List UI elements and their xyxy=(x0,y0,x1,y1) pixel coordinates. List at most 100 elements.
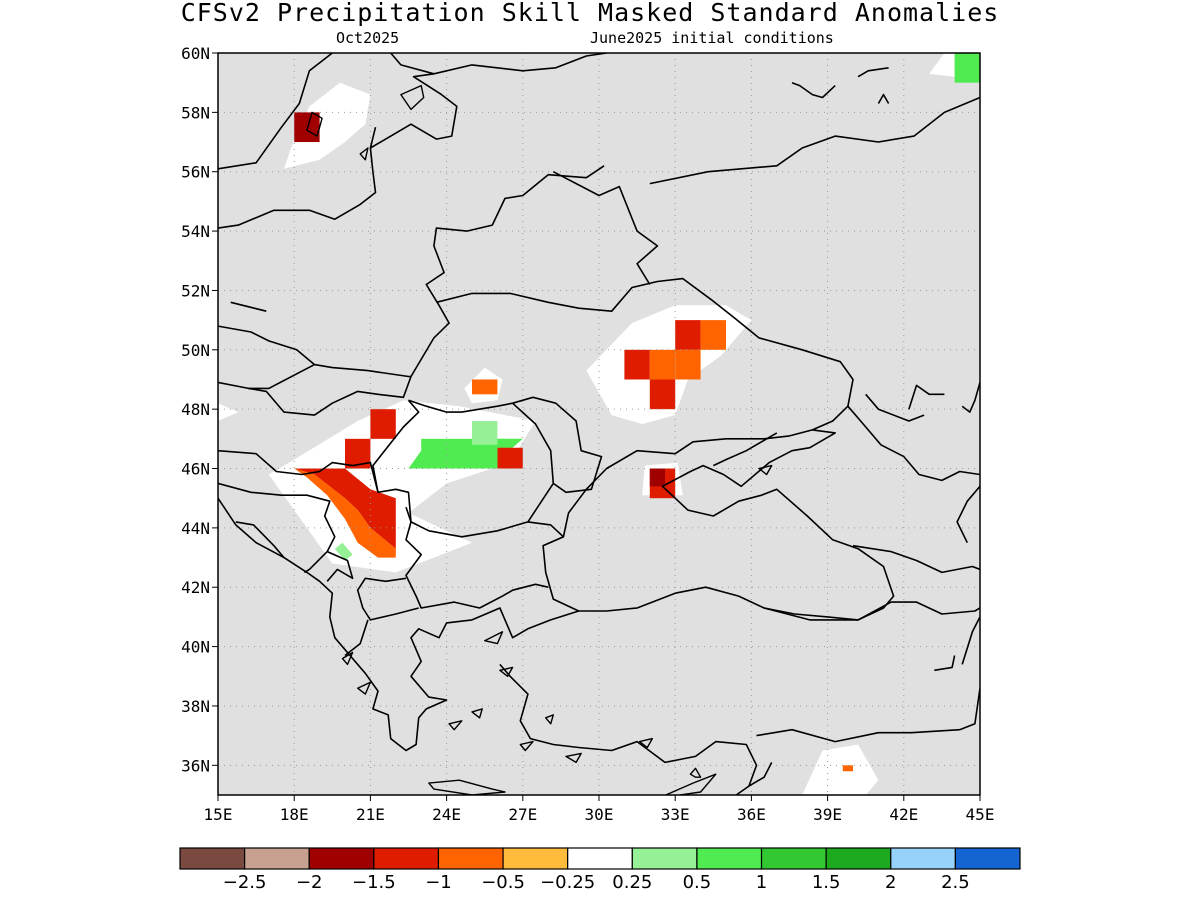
anomaly-cell xyxy=(954,53,980,83)
coastline xyxy=(436,277,854,431)
island-outline xyxy=(359,147,369,161)
lon-tick-label: 21E xyxy=(356,805,385,824)
coastline xyxy=(372,399,554,538)
coastline xyxy=(390,53,607,75)
colorbar-label: 1 xyxy=(756,872,767,893)
colorbar-label: 1.5 xyxy=(812,872,841,893)
island-outline xyxy=(471,708,483,719)
coastline xyxy=(230,301,267,312)
island-outline xyxy=(428,779,506,795)
coastline xyxy=(218,497,579,752)
lon-tick-label: 15E xyxy=(204,805,233,824)
colorbar-label: 0.25 xyxy=(612,872,652,893)
lat-tick-label: 60N xyxy=(181,44,210,63)
island-outline xyxy=(341,651,354,666)
anomaly-cell xyxy=(624,349,650,380)
colorbar-swatch xyxy=(308,847,375,870)
colorbar-label: −0.25 xyxy=(540,872,595,893)
axis-ticks: 15E 18E 21E 24E 27E 30E 33E 36E 39E 42E 45E 36N 38N 4… xyxy=(181,44,994,824)
forecast-month: Oct2025 xyxy=(336,29,400,47)
coastline xyxy=(852,544,980,574)
anomaly-cell xyxy=(497,447,523,469)
lat-tick-label: 52N xyxy=(181,281,210,300)
colorbar-label: −0.5 xyxy=(481,872,525,893)
island-outline xyxy=(484,631,504,645)
colorbar-swatch xyxy=(502,847,569,870)
coastline xyxy=(961,382,980,413)
colorbar-label: 0.5 xyxy=(683,872,712,893)
coastline xyxy=(934,655,956,672)
coastline xyxy=(748,762,773,787)
lat-tick-label: 58N xyxy=(181,103,210,122)
island-outline xyxy=(758,464,773,476)
lat-tick-label: 38N xyxy=(181,697,210,716)
anomaly-cell xyxy=(649,349,676,380)
island-outline xyxy=(448,720,463,731)
lat-tick-label: 56N xyxy=(181,163,210,182)
coastline xyxy=(877,93,890,104)
colorbar-swatch xyxy=(179,847,246,870)
coastline xyxy=(756,688,980,743)
coastline xyxy=(763,601,980,621)
coastline xyxy=(235,521,285,559)
lon-tick-label: 33E xyxy=(661,805,690,824)
lon-tick-label: 36E xyxy=(737,805,766,824)
coastline xyxy=(961,616,980,665)
coastline xyxy=(326,550,354,582)
lon-tick-label: 45E xyxy=(966,805,995,824)
colorbar-swatch xyxy=(567,847,633,870)
no-signal-region xyxy=(218,403,239,421)
coastline xyxy=(499,663,758,795)
no-signal-region xyxy=(802,744,879,795)
colorbar-swatch xyxy=(760,847,827,870)
colorbar-swatch xyxy=(696,847,763,870)
coastline xyxy=(527,521,565,547)
colorbar-swatch xyxy=(890,847,956,870)
lat-tick-label: 36N xyxy=(181,756,210,775)
colorbar-label: −2 xyxy=(296,872,323,893)
colorbar-swatch xyxy=(954,847,1021,870)
colorbar-swatch xyxy=(825,847,892,870)
anomaly-polygon xyxy=(334,542,353,561)
coastline xyxy=(649,96,980,185)
coastline xyxy=(218,165,605,416)
coastline xyxy=(218,449,379,493)
lon-tick-label: 42E xyxy=(889,805,918,824)
island-outline xyxy=(565,752,582,764)
lat-tick-label: 46N xyxy=(181,460,210,479)
coastline xyxy=(344,619,369,657)
coastline xyxy=(865,393,925,422)
lon-tick-label: 24E xyxy=(432,805,461,824)
coastline xyxy=(356,577,419,621)
colorbar-label: −1.5 xyxy=(352,872,396,893)
colorbar: −2.5 −2 −1.5 −1 −0.5 −0.25 0.25 0.5 1 1.5 2 2.5 xyxy=(179,847,1021,893)
coastline xyxy=(552,170,659,285)
anomaly-polygon xyxy=(294,468,396,549)
lat-tick-label: 40N xyxy=(181,638,210,657)
lon-tick-label: 39E xyxy=(813,805,842,824)
anomaly-cell xyxy=(842,765,853,772)
anomaly-cell xyxy=(649,379,676,410)
coastline xyxy=(956,485,980,544)
anomaly-cell xyxy=(700,320,726,350)
island-outline xyxy=(400,84,425,111)
colorbar-label: 2 xyxy=(885,872,896,893)
anomaly-cell xyxy=(472,379,498,395)
island-outline xyxy=(689,767,702,778)
lon-tick-label: 30E xyxy=(585,805,614,824)
coastline xyxy=(218,127,377,229)
island-outline xyxy=(638,737,653,749)
initial-conditions: June2025 initial conditions xyxy=(590,29,834,47)
anomaly-cell xyxy=(294,112,320,143)
colorbar-label: 2.5 xyxy=(941,872,970,893)
coastline xyxy=(218,325,316,366)
colorbar-swatch xyxy=(373,847,440,870)
anomaly-cell xyxy=(370,409,396,439)
colorbar-label: −2.5 xyxy=(223,872,267,893)
island-outline xyxy=(519,740,534,752)
coastline xyxy=(712,432,778,467)
colorbar-swatch xyxy=(244,847,310,870)
colorbar-swatch xyxy=(437,847,504,870)
colorbar-label: −1 xyxy=(425,872,452,893)
